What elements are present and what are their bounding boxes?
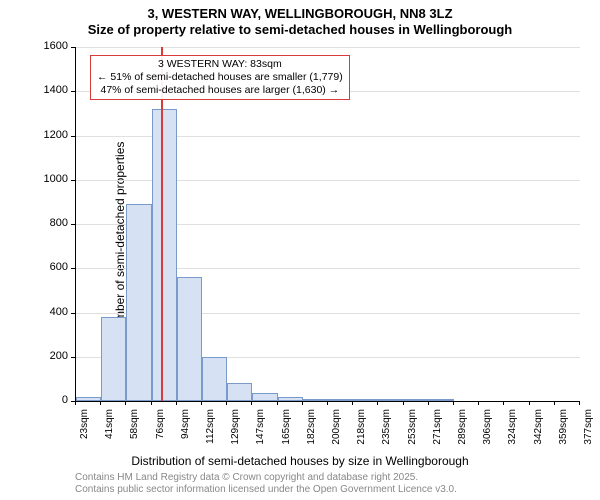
histogram-bar: [101, 317, 126, 401]
x-tick: [453, 401, 454, 405]
histogram-bar: [404, 399, 429, 401]
x-tick-label: 289sqm: [457, 409, 468, 449]
chart-title-line1: 3, WESTERN WAY, WELLINGBOROUGH, NN8 3LZ: [0, 6, 600, 21]
x-tick: [125, 401, 126, 405]
x-tick-label: 23sqm: [79, 409, 90, 449]
x-tick-label: 306sqm: [482, 409, 493, 449]
attribution: Contains HM Land Registry data © Crown c…: [75, 472, 457, 496]
attribution-line2: Contains public sector information licen…: [75, 484, 457, 496]
y-tick: [71, 91, 75, 92]
histogram-bar: [378, 399, 403, 401]
y-tick-label: 800: [28, 217, 68, 229]
annotation-line2: ← 51% of semi-detached houses are smalle…: [97, 71, 343, 84]
x-tick: [176, 401, 177, 405]
annotation-line1: 3 WESTERN WAY: 83sqm: [97, 58, 343, 71]
x-tick-label: 235sqm: [381, 409, 392, 449]
x-tick-label: 377sqm: [583, 409, 594, 449]
x-tick-label: 324sqm: [507, 409, 518, 449]
x-tick-label: 147sqm: [255, 409, 266, 449]
y-tick: [71, 224, 75, 225]
x-tick-label: 165sqm: [281, 409, 292, 449]
x-tick-label: 58sqm: [129, 409, 140, 449]
attribution-line1: Contains HM Land Registry data © Crown c…: [75, 472, 457, 484]
y-tick: [71, 47, 75, 48]
x-tick: [478, 401, 479, 405]
histogram-bar: [328, 399, 353, 401]
annotation-line3: 47% of semi-detached houses are larger (…: [97, 84, 343, 97]
x-tick: [277, 401, 278, 405]
y-tick-label: 1600: [28, 40, 68, 52]
histogram-bar: [278, 397, 303, 401]
x-tick: [201, 401, 202, 405]
x-tick: [75, 401, 76, 405]
x-tick: [403, 401, 404, 405]
x-tick-label: 200sqm: [331, 409, 342, 449]
y-tick-label: 1000: [28, 173, 68, 185]
x-tick-label: 76sqm: [155, 409, 166, 449]
gridline-h: [76, 47, 580, 48]
x-tick: [100, 401, 101, 405]
x-tick-label: 218sqm: [356, 409, 367, 449]
y-tick: [71, 357, 75, 358]
y-tick-label: 0: [28, 394, 68, 406]
x-axis-label: Distribution of semi-detached houses by …: [0, 454, 600, 468]
y-tick: [71, 180, 75, 181]
y-tick: [71, 313, 75, 314]
x-tick: [151, 401, 152, 405]
x-tick: [377, 401, 378, 405]
x-tick-label: 41sqm: [104, 409, 115, 449]
y-tick: [71, 136, 75, 137]
y-tick-label: 1400: [28, 84, 68, 96]
histogram-bar: [177, 277, 202, 401]
histogram-bar: [126, 204, 151, 401]
y-tick: [71, 268, 75, 269]
x-tick: [327, 401, 328, 405]
x-tick: [302, 401, 303, 405]
x-tick: [503, 401, 504, 405]
x-tick: [554, 401, 555, 405]
x-tick-label: 359sqm: [558, 409, 569, 449]
x-tick-label: 271sqm: [432, 409, 443, 449]
plot-area: 3 WESTERN WAY: 83sqm ← 51% of semi-detac…: [75, 47, 580, 402]
x-tick: [251, 401, 252, 405]
x-tick-label: 342sqm: [533, 409, 544, 449]
x-tick: [352, 401, 353, 405]
x-tick: [579, 401, 580, 405]
histogram-bar: [202, 357, 227, 401]
x-tick-label: 129sqm: [230, 409, 241, 449]
histogram-bar: [152, 109, 177, 401]
x-tick-label: 112sqm: [205, 409, 216, 449]
x-tick: [428, 401, 429, 405]
histogram-bar: [76, 397, 101, 401]
chart-title-line2: Size of property relative to semi-detach…: [0, 22, 600, 37]
x-tick-label: 182sqm: [306, 409, 317, 449]
y-tick-label: 600: [28, 261, 68, 273]
histogram-bar: [227, 383, 252, 401]
y-tick-label: 400: [28, 306, 68, 318]
y-tick-label: 1200: [28, 129, 68, 141]
y-tick-label: 200: [28, 350, 68, 362]
x-tick: [226, 401, 227, 405]
histogram-bar: [252, 393, 277, 401]
x-tick-label: 94sqm: [180, 409, 191, 449]
annotation-box: 3 WESTERN WAY: 83sqm ← 51% of semi-detac…: [90, 55, 350, 100]
histogram-bar: [353, 399, 378, 401]
x-tick: [529, 401, 530, 405]
histogram-bar: [303, 399, 328, 401]
x-tick-label: 253sqm: [407, 409, 418, 449]
histogram-bar: [429, 399, 454, 401]
